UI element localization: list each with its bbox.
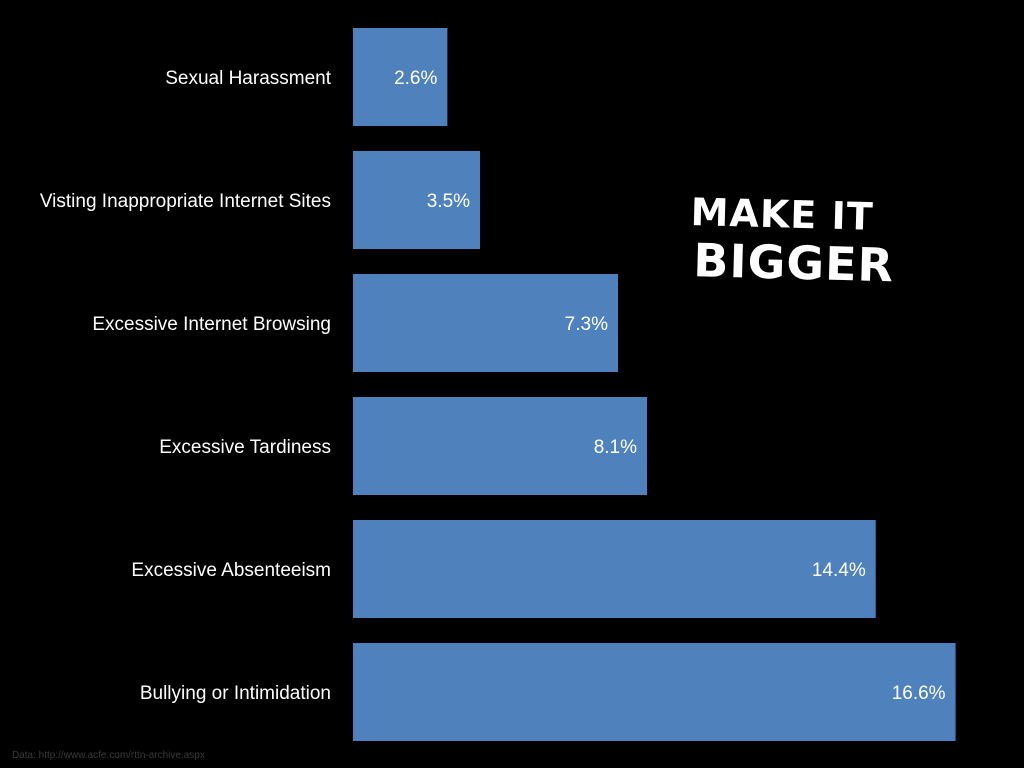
category-label-4: Excessive Absenteeism xyxy=(131,560,331,581)
bar-5 xyxy=(353,643,956,741)
callout-line-1: MAKE IT xyxy=(690,190,875,239)
bar-4 xyxy=(353,520,876,618)
category-label-5: Bullying or Intimidation xyxy=(140,683,331,704)
value-label-4: 14.4% xyxy=(812,560,866,581)
make-it-bigger-callout: MAKE IT BIGGER xyxy=(689,190,921,293)
bar-3 xyxy=(353,397,648,495)
category-label-2: Excessive Internet Browsing xyxy=(92,314,331,335)
value-label-5: 16.6% xyxy=(892,683,946,704)
callout-line-2: BIGGER xyxy=(692,233,895,293)
value-label-2: 7.3% xyxy=(565,314,608,335)
value-label-1: 3.5% xyxy=(427,191,470,212)
bar-2 xyxy=(353,274,618,372)
category-label-3: Excessive Tardiness xyxy=(159,437,331,458)
category-label-1: Visting Inappropriate Internet Sites xyxy=(40,191,331,212)
value-label-0: 2.6% xyxy=(394,68,437,89)
bar-0 xyxy=(353,28,448,126)
value-label-3: 8.1% xyxy=(594,437,637,458)
source-note: Data: http://www.acfe.com/rttn-archive.a… xyxy=(12,750,205,761)
bar-1 xyxy=(353,151,481,249)
category-label-0: Sexual Harassment xyxy=(165,68,332,89)
